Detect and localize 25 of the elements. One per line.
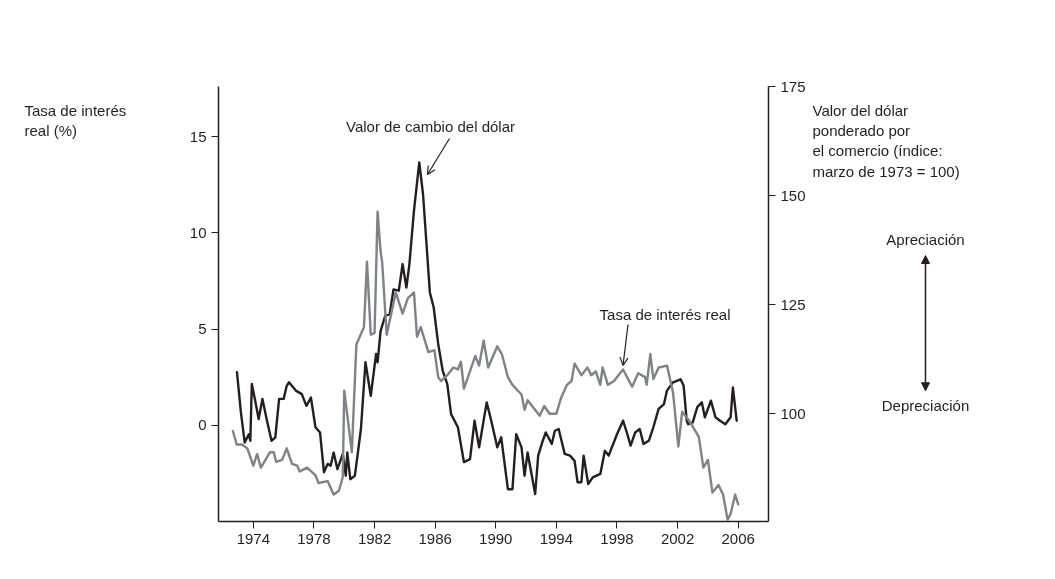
y2-tick-label: 150 <box>780 186 806 204</box>
y2-tick-label: 100 <box>780 404 806 422</box>
line-series <box>235 161 738 496</box>
text: Apreciación <box>886 230 965 248</box>
x-tick-label: 2006 <box>721 529 755 547</box>
y-axis-title: Tasa de interés real (%) <box>24 101 127 139</box>
annotation: Tasa de interés real <box>599 305 731 323</box>
line-series <box>231 210 740 521</box>
x-tick-label: 1994 <box>539 529 574 547</box>
x-tick-label: 1978 <box>297 529 331 547</box>
x-tick-label: 1974 <box>236 529 271 547</box>
x-tick-label: 2002 <box>660 529 695 547</box>
x-tick-label: 1998 <box>600 529 634 547</box>
annotation: Valor de cambio del dólar <box>346 118 515 135</box>
x-tick-label: 1982 <box>357 529 392 547</box>
y-tick-label: 0 <box>198 416 207 434</box>
y-tick-label: 15 <box>189 127 207 145</box>
y2-axis-title: Valor del dólar ponderado por el comercio (índice: marzo de 1973 = 100) <box>812 101 960 180</box>
x-tick-label: 1990 <box>479 529 513 547</box>
y2-tick-label: 125 <box>780 295 806 313</box>
y2-tick-label: 175 <box>780 77 806 95</box>
x-tick-label: 1986 <box>418 529 452 547</box>
text: Depreciación <box>881 397 970 415</box>
y-tick-label: 5 <box>198 320 207 338</box>
y-tick-label: 10 <box>189 223 207 241</box>
